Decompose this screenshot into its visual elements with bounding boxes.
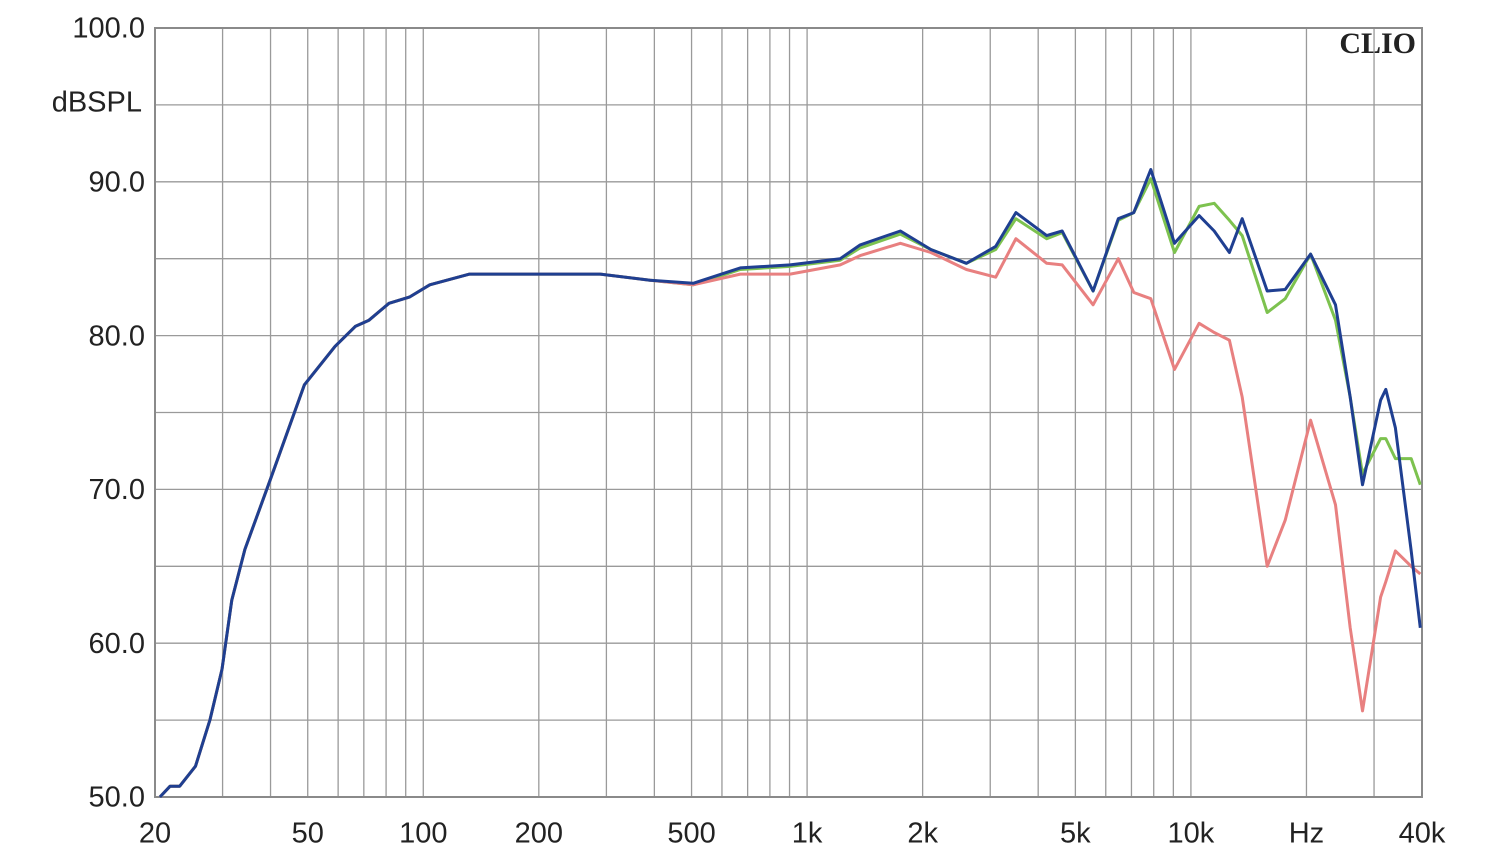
x-tick-label: 500 xyxy=(667,818,715,850)
watermark: CLIO xyxy=(1339,27,1416,60)
series-line xyxy=(158,168,1422,799)
x-tick-label: 40k xyxy=(1399,818,1446,850)
x-tick-label: 100 xyxy=(399,818,447,850)
y-axis-label: dBSPL xyxy=(52,87,142,119)
y-tick-label: 50.0 xyxy=(89,782,145,814)
x-tick-label: 10k xyxy=(1168,818,1215,850)
x-tick-label: 200 xyxy=(515,818,563,850)
y-tick-label: 60.0 xyxy=(89,628,145,660)
x-tick-label: 1k xyxy=(792,818,823,850)
plot-frame xyxy=(154,27,1423,798)
x-tick-label: 50 xyxy=(292,818,324,850)
y-tick-label: 90.0 xyxy=(89,166,145,198)
x-tick-label: Hz xyxy=(1289,818,1324,850)
x-tick-label: 5k xyxy=(1060,818,1091,850)
y-tick-label: 80.0 xyxy=(89,320,145,352)
y-tick-label: 70.0 xyxy=(89,474,145,506)
x-tick-label: 2k xyxy=(907,818,938,850)
y-tick-label: 100.0 xyxy=(72,13,145,45)
x-tick-label: 20 xyxy=(139,818,171,850)
